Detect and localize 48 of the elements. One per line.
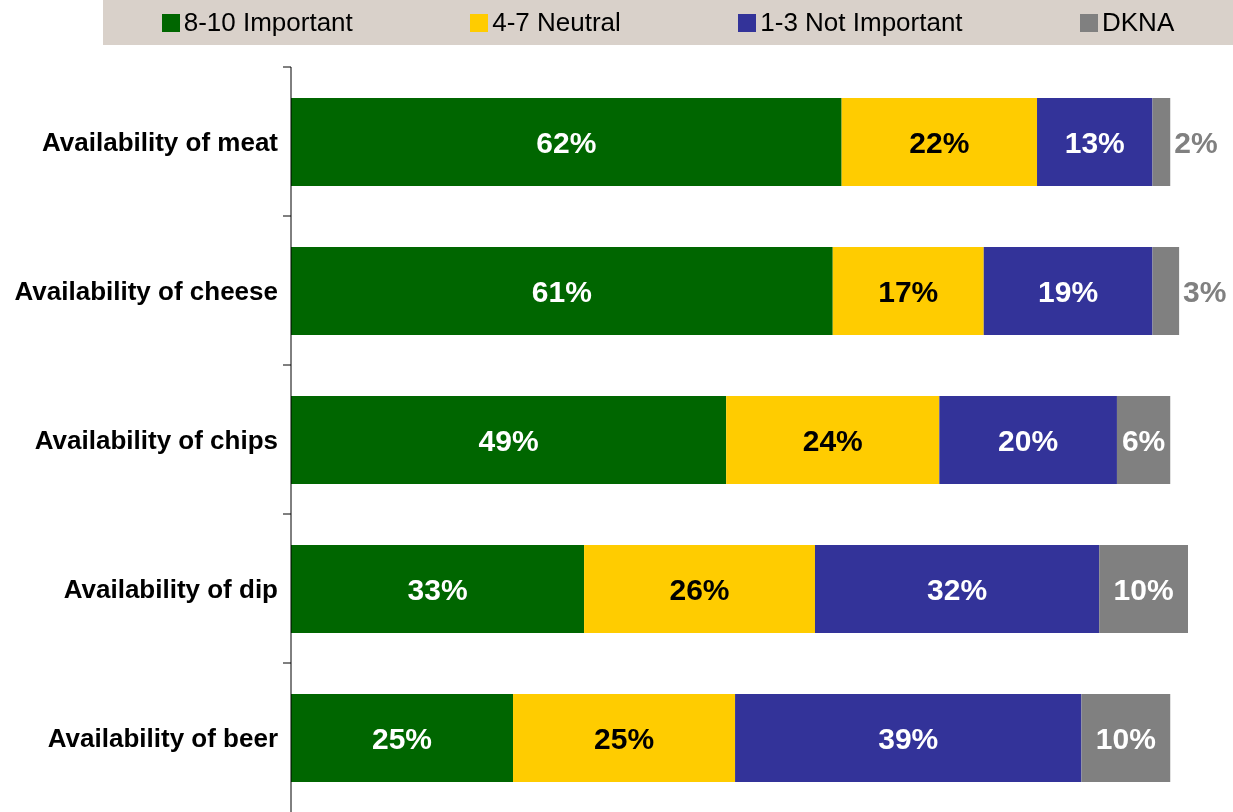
data-label: 3% (1183, 274, 1227, 308)
bar (1152, 247, 1180, 335)
data-label: 39% (878, 721, 939, 755)
data-label: 26% (669, 572, 730, 606)
bar (291, 694, 514, 782)
y-tick-label: Availability of dip (63, 573, 278, 604)
bar (584, 545, 815, 633)
bar (983, 247, 1153, 335)
bar (513, 694, 736, 782)
bar (1081, 694, 1171, 782)
legend-label: DKNA (1102, 7, 1175, 38)
y-tick-label: Availability of beer (47, 722, 278, 753)
data-label: 24% (802, 423, 863, 457)
data-label: 25% (371, 721, 433, 755)
data-label: 33% (407, 572, 468, 606)
data-label: 49% (478, 423, 539, 457)
data-label: 32% (927, 572, 988, 606)
bar (1152, 98, 1171, 186)
data-label: 61% (531, 274, 592, 308)
legend-label: 8-10 Important (183, 7, 353, 38)
y-tick-label: Availability of meat (42, 126, 279, 157)
bar (291, 98, 842, 186)
bar (291, 545, 585, 633)
data-label: 62% (536, 125, 597, 159)
data-label: 10% (1113, 572, 1174, 606)
bar (726, 396, 940, 484)
legend-label: 1-3 Not Important (760, 7, 963, 38)
data-label: 22% (909, 125, 970, 159)
bar (735, 694, 1082, 782)
bar (939, 396, 1117, 484)
y-tick-label: Availability of chips (34, 424, 278, 455)
bar (291, 247, 833, 335)
bar (814, 545, 1100, 633)
bar (841, 98, 1038, 186)
data-label: 25% (594, 721, 655, 755)
data-label: 20% (998, 423, 1059, 457)
data-label: 19% (1038, 274, 1099, 308)
bar (1099, 545, 1188, 633)
bar (291, 396, 727, 484)
data-label: 13% (1064, 125, 1125, 159)
legend-label: 4-7 Neutral (492, 7, 621, 38)
data-label: 17% (878, 274, 939, 308)
data-label: 6% (1121, 423, 1166, 457)
data-label: 2% (1174, 125, 1218, 159)
bar (832, 247, 984, 335)
bar (1037, 98, 1153, 186)
data-label: 10% (1095, 721, 1156, 755)
y-tick-label: Availability of cheese (14, 275, 278, 306)
